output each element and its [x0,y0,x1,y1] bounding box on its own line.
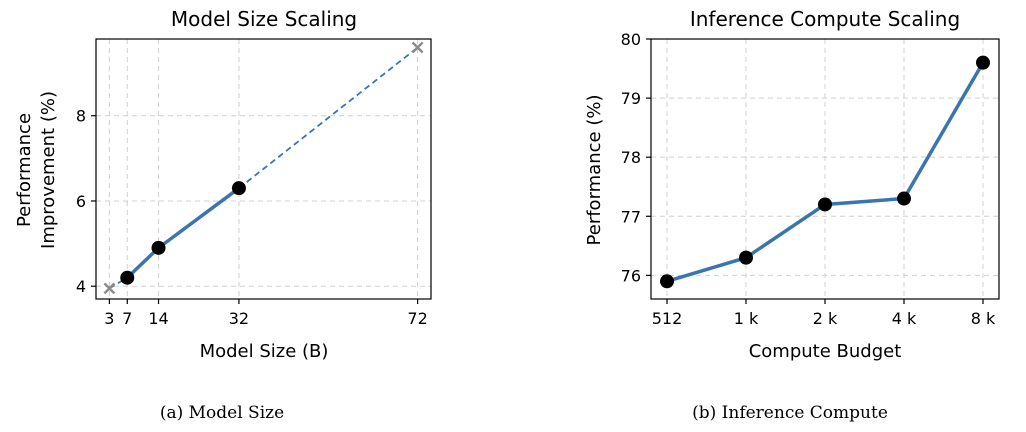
x-tick-label: 4 k [892,309,917,328]
x-tick-label: 1 k [734,309,759,328]
x-tick-label: 7 [122,309,132,328]
data-point [739,250,753,265]
y-tick-label: 4 [76,277,86,296]
marker-stroke [103,282,116,295]
x-tick-label: 32 [229,309,249,328]
y-axis-label-line-1: Performance [14,113,35,227]
data-point [231,181,246,196]
data-point [976,55,990,70]
y-axis-label-line-2: Improvement (%) [38,91,59,249]
grid [96,39,431,299]
data-point [818,197,832,212]
x-ticks: 512 1 k 2 k 4 k 8 k [652,299,996,328]
y-tick-label: 78 [621,148,641,167]
x-tick-label: 8 k [971,309,996,328]
model-size-chart: Model Size Scaling 3 7 14 32 72 4 6 8 Model Si… [14,7,432,423]
x-tick-label: 72 [407,309,427,328]
extrapolated-marker [411,41,424,54]
marker-stroke [411,41,424,54]
x-ticks: 3 7 14 32 72 [104,299,428,328]
y-tick-label: 76 [621,266,641,285]
data-point [660,274,674,289]
y-tick-label: 80 [621,30,641,49]
x-tick-label: 3 [104,309,114,328]
x-tick-label: 14 [148,309,168,328]
y-tick-label: 79 [621,89,641,108]
inference-compute-chart: Inference Compute Scaling 512 1 k 2 k 4 k 8 … [584,7,1000,423]
subfigure-caption: (b) Inference Compute [692,403,888,423]
data-point [897,191,911,206]
subfigure-caption: (a) Model Size [160,403,284,423]
extrapolation-line [238,46,419,189]
grid [651,38,999,299]
series-line [126,186,240,279]
x-axis-label: Compute Budget [749,341,902,362]
y-tick-label: 8 [76,107,86,126]
x-tick-label: 512 [652,309,683,328]
data-points [660,55,990,289]
y-axis-label: Performance (%) [584,95,605,246]
y-ticks: 76 77 78 79 80 [621,30,651,285]
data-point [151,240,166,255]
data-point [120,270,135,285]
extrapolated-marker [103,282,116,295]
chart-title: Inference Compute Scaling [690,7,960,31]
y-ticks: 4 6 8 [76,107,96,296]
x-axis-label: Model Size (B) [200,341,329,362]
chart-title: Model Size Scaling [171,7,357,31]
plot-frame [95,38,432,300]
y-tick-label: 77 [621,207,641,226]
y-tick-label: 6 [76,192,86,211]
x-tick-label: 2 k [813,309,838,328]
data-points [103,41,424,295]
